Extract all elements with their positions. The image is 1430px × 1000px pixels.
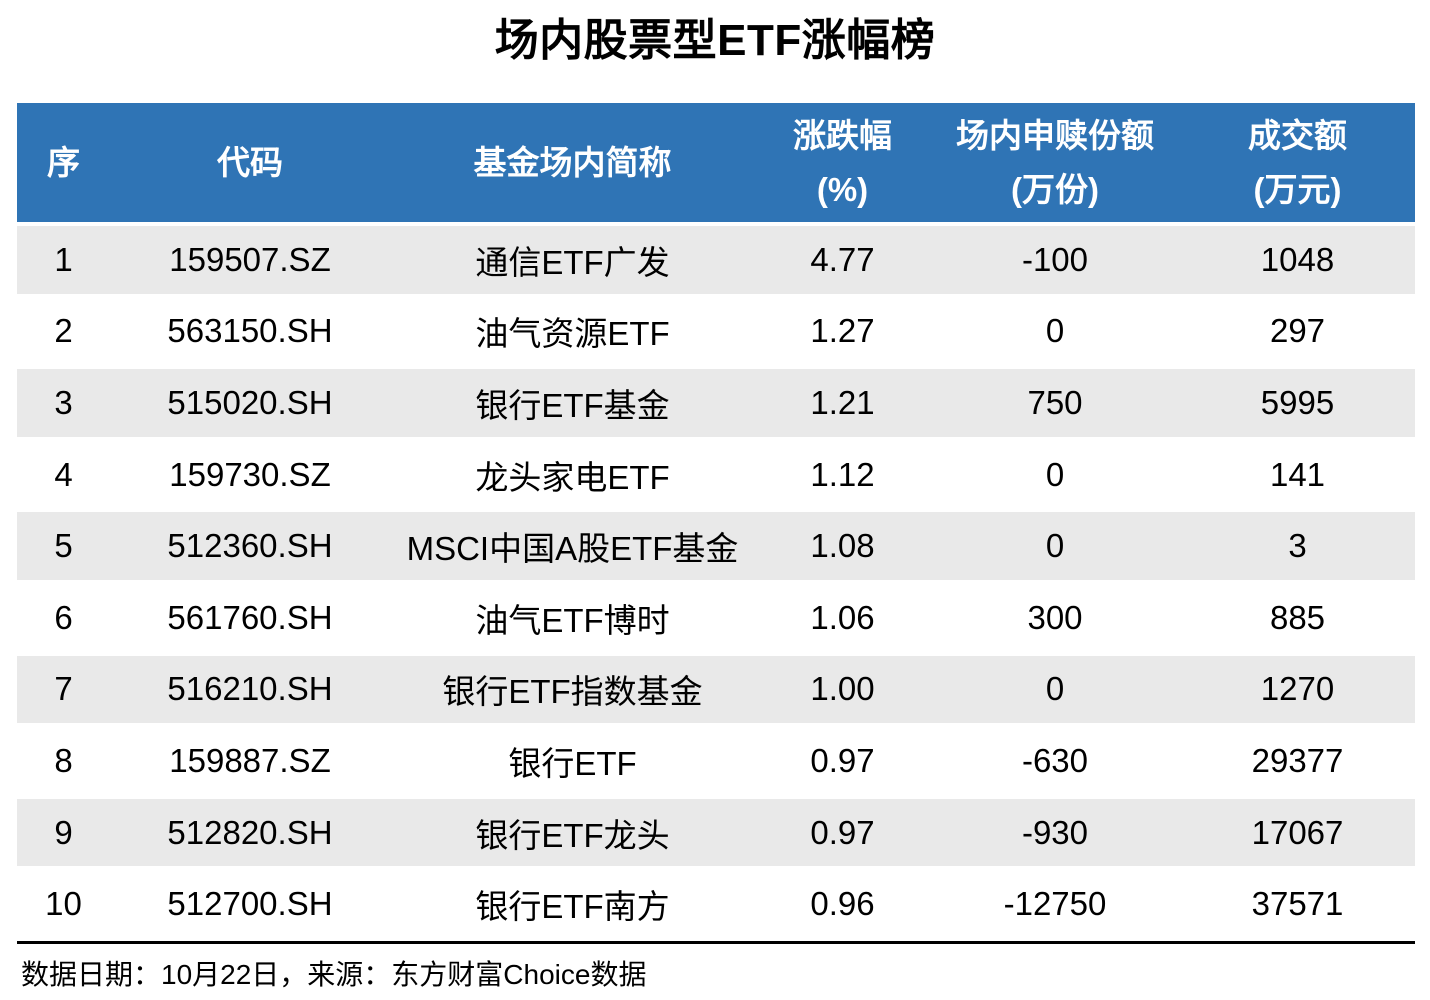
cell-code: 561760.SH <box>110 579 390 656</box>
cell-turnover: 297 <box>1180 293 1415 370</box>
table-body: 1 159507.SZ 通信ETF广发 4.77 -100 1048 2 563150.SH 油… <box>17 222 1415 942</box>
cell-name: 银行ETF <box>390 723 755 799</box>
cell-index: 10 <box>17 866 110 942</box>
cell-code: 159507.SZ <box>110 222 390 298</box>
column-header-label: 基金场内简称 <box>473 143 672 181</box>
cell-change: 1.08 <box>755 508 930 584</box>
cell-name: 油气ETF博时 <box>390 579 755 656</box>
table-row: 6 561760.SH 油气ETF博时 1.06 300 885 <box>17 579 1415 656</box>
table-row: 9 512820.SH 银行ETF龙头 0.97 -930 17067 <box>17 794 1415 871</box>
cell-code: 515020.SH <box>110 365 390 441</box>
cell-code: 512700.SH <box>110 866 390 942</box>
cell-change: 0.97 <box>755 794 930 871</box>
cell-shares: -12750 <box>930 866 1180 942</box>
column-header-3: 基金场内简称 <box>390 103 755 226</box>
cell-shares: 300 <box>930 579 1180 656</box>
cell-shares: -100 <box>930 222 1180 298</box>
cell-turnover: 1270 <box>1180 651 1415 728</box>
column-header-label: 涨跌幅 <box>793 116 892 154</box>
cell-code: 512820.SH <box>110 794 390 871</box>
table-row: 2 563150.SH 油气资源ETF 1.27 0 297 <box>17 293 1415 370</box>
table-row: 5 512360.SH MSCI中国A股ETF基金 1.08 0 3 <box>17 508 1415 584</box>
cell-change: 0.96 <box>755 866 930 942</box>
column-header-unit: (万份) <box>1011 170 1099 208</box>
cell-index: 3 <box>17 365 110 441</box>
cell-shares: -630 <box>930 723 1180 799</box>
cell-index: 4 <box>17 436 110 513</box>
cell-turnover: 1048 <box>1180 222 1415 298</box>
cell-code: 512360.SH <box>110 508 390 584</box>
cell-turnover: 17067 <box>1180 794 1415 871</box>
etf-gainers-table: 序 代码 基金场内简称 涨跌幅 (%) 场内申赎份额 (万份) 成交额 (万元) 1 159507… <box>17 103 1415 942</box>
column-header-2: 代码 <box>110 103 390 226</box>
column-header-label: 场内申赎份额 <box>956 116 1154 154</box>
table-header-row: 序 代码 基金场内简称 涨跌幅 (%) 场内申赎份额 (万份) 成交额 (万元) <box>17 103 1415 226</box>
cell-turnover: 29377 <box>1180 723 1415 799</box>
cell-code: 159887.SZ <box>110 723 390 799</box>
cell-name: 银行ETF指数基金 <box>390 651 755 728</box>
cell-turnover: 5995 <box>1180 365 1415 441</box>
column-header-unit: (%) <box>816 170 869 208</box>
cell-name: 龙头家电ETF <box>390 436 755 513</box>
table-row: 1 159507.SZ 通信ETF广发 4.77 -100 1048 <box>17 222 1415 298</box>
cell-change: 1.21 <box>755 365 930 441</box>
table-row: 10 512700.SH 银行ETF南方 0.96 -12750 37571 <box>17 866 1415 942</box>
cell-index: 8 <box>17 723 110 799</box>
cell-index: 5 <box>17 508 110 584</box>
cell-code: 516210.SH <box>110 651 390 728</box>
cell-shares: 0 <box>930 651 1180 728</box>
cell-shares: 0 <box>930 293 1180 370</box>
column-header-4: 涨跌幅 (%) <box>755 103 930 226</box>
cell-index: 6 <box>17 579 110 656</box>
table-row: 8 159887.SZ 银行ETF 0.97 -630 29377 <box>17 723 1415 799</box>
cell-turnover: 3 <box>1180 508 1415 584</box>
column-header-1: 序 <box>17 103 110 226</box>
cell-change: 1.27 <box>755 293 930 370</box>
cell-index: 1 <box>17 222 110 298</box>
cell-change: 1.12 <box>755 436 930 513</box>
cell-name: 油气资源ETF <box>390 293 755 370</box>
cell-index: 9 <box>17 794 110 871</box>
cell-code: 159730.SZ <box>110 436 390 513</box>
cell-name: 通信ETF广发 <box>390 222 755 298</box>
cell-index: 2 <box>17 293 110 370</box>
column-header-label: 序 <box>47 143 80 181</box>
cell-shares: -930 <box>930 794 1180 871</box>
column-header-label: 代码 <box>217 143 283 181</box>
cell-change: 4.77 <box>755 222 930 298</box>
cell-turnover: 885 <box>1180 579 1415 656</box>
column-header-5: 场内申赎份额 (万份) <box>930 103 1180 226</box>
cell-change: 1.00 <box>755 651 930 728</box>
cell-name: 银行ETF基金 <box>390 365 755 441</box>
column-header-unit: (万元) <box>1253 170 1342 208</box>
cell-shares: 0 <box>930 508 1180 584</box>
cell-name: MSCI中国A股ETF基金 <box>390 508 755 584</box>
cell-turnover: 141 <box>1180 436 1415 513</box>
column-header-label: 成交额 <box>1248 116 1347 154</box>
cell-change: 1.06 <box>755 579 930 656</box>
cell-name: 银行ETF龙头 <box>390 794 755 871</box>
table-header: 序 代码 基金场内简称 涨跌幅 (%) 场内申赎份额 (万份) 成交额 (万元) <box>17 103 1415 226</box>
cell-shares: 0 <box>930 436 1180 513</box>
data-source-text: 数据日期：10月22日，来源：东方财富Choice数据 <box>21 959 647 990</box>
cell-name: 银行ETF南方 <box>390 866 755 942</box>
table-row: 7 516210.SH 银行ETF指数基金 1.00 0 1270 <box>17 651 1415 728</box>
cell-turnover: 37571 <box>1180 866 1415 942</box>
column-header-6: 成交额 (万元) <box>1180 103 1415 226</box>
table-row: 3 515020.SH 银行ETF基金 1.21 750 5995 <box>17 365 1415 441</box>
cell-index: 7 <box>17 651 110 728</box>
footer-note: 数据日期：10月22日，来源：东方财富Choice数据 <box>17 941 1415 993</box>
cell-shares: 750 <box>930 365 1180 441</box>
page-title: 场内股票型ETF涨幅榜 <box>494 16 936 65</box>
cell-code: 563150.SH <box>110 293 390 370</box>
table-row: 4 159730.SZ 龙头家电ETF 1.12 0 141 <box>17 436 1415 513</box>
cell-change: 0.97 <box>755 723 930 799</box>
